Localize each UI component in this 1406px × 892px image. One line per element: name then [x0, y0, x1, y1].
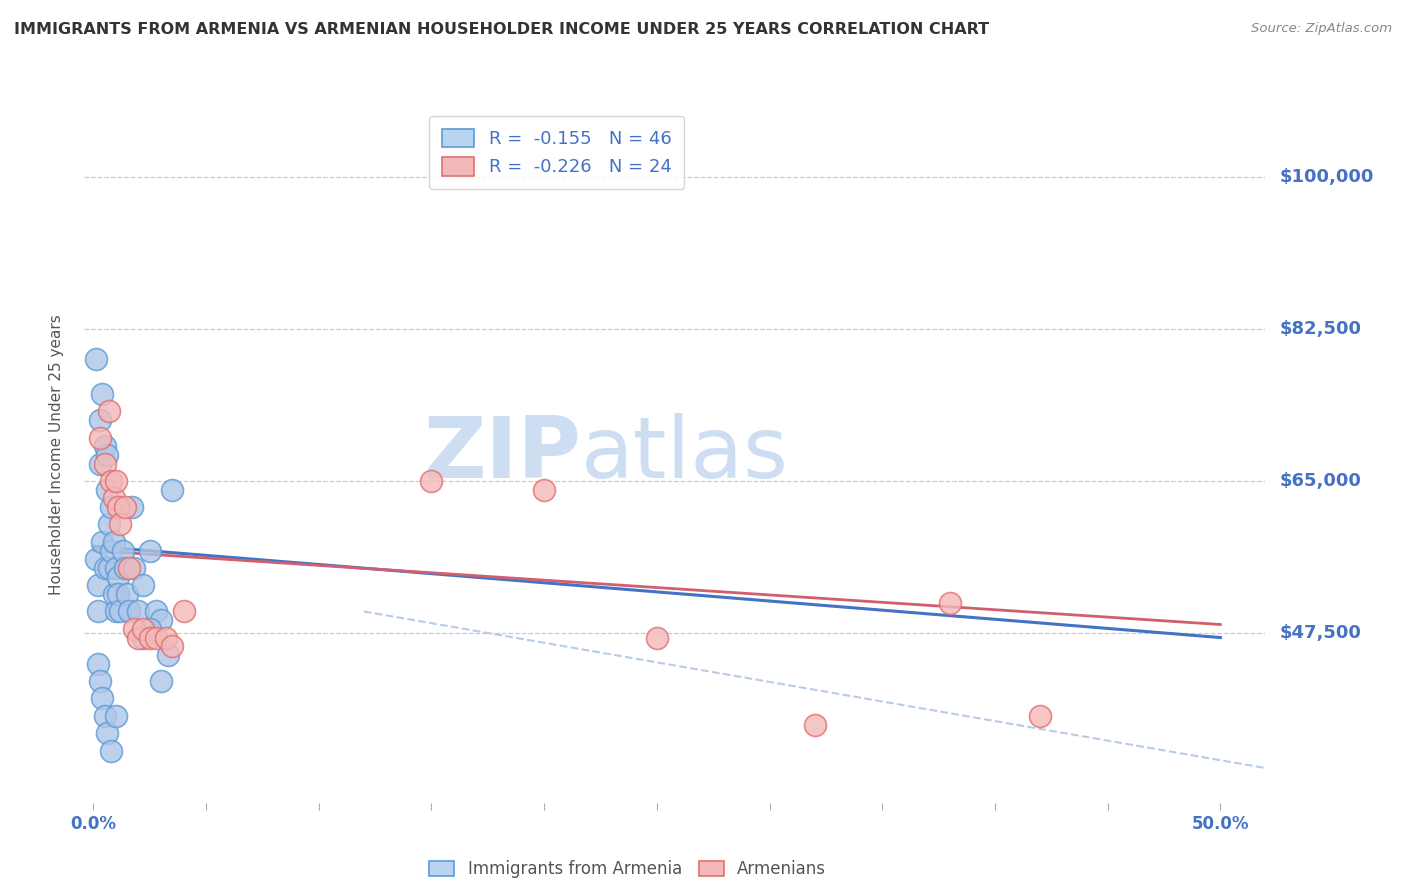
Point — [110, 517, 132, 532]
Point — [104, 474, 127, 488]
Y-axis label: Householder Income Under 25 years: Householder Income Under 25 years — [49, 315, 63, 595]
Point — [111, 543, 134, 558]
Point — [107, 570, 129, 584]
Point — [89, 431, 111, 445]
Point — [93, 708, 115, 723]
Point — [145, 605, 167, 619]
Point — [87, 578, 110, 592]
Point — [87, 657, 110, 671]
Point — [162, 639, 184, 653]
Point — [91, 387, 114, 401]
Point — [84, 352, 107, 367]
Point — [114, 500, 136, 515]
Legend: Immigrants from Armenia, Armenians: Immigrants from Armenia, Armenians — [423, 854, 832, 885]
Point — [93, 457, 115, 471]
Point — [98, 517, 121, 532]
Point — [138, 631, 160, 645]
Point — [110, 605, 132, 619]
Point — [107, 500, 129, 515]
Point — [127, 605, 149, 619]
Point — [87, 605, 110, 619]
Text: $100,000: $100,000 — [1279, 168, 1374, 186]
Point — [100, 500, 122, 515]
Point — [93, 439, 115, 453]
Point — [96, 726, 118, 740]
Point — [156, 648, 179, 662]
Point — [96, 448, 118, 462]
Point — [138, 543, 160, 558]
Point — [114, 561, 136, 575]
Point — [162, 483, 184, 497]
Point — [107, 587, 129, 601]
Point — [89, 674, 111, 689]
Text: $65,000: $65,000 — [1279, 472, 1361, 490]
Point — [91, 691, 114, 706]
Text: atlas: atlas — [581, 413, 789, 497]
Point — [89, 413, 111, 427]
Text: $47,500: $47,500 — [1279, 624, 1361, 642]
Point — [138, 622, 160, 636]
Point — [89, 457, 111, 471]
Point — [132, 578, 155, 592]
Text: $82,500: $82,500 — [1279, 320, 1361, 338]
Point — [122, 622, 145, 636]
Point — [1029, 708, 1052, 723]
Point — [533, 483, 555, 497]
Point — [803, 717, 825, 731]
Point — [939, 596, 962, 610]
Point — [145, 631, 167, 645]
Point — [93, 561, 115, 575]
Point — [118, 605, 141, 619]
Point — [100, 543, 122, 558]
Point — [103, 535, 125, 549]
Point — [115, 587, 138, 601]
Point — [173, 605, 195, 619]
Point — [98, 404, 121, 418]
Point — [104, 708, 127, 723]
Point — [103, 587, 125, 601]
Point — [121, 500, 143, 515]
Point — [100, 474, 122, 488]
Point — [84, 552, 107, 566]
Point — [118, 561, 141, 575]
Text: IMMIGRANTS FROM ARMENIA VS ARMENIAN HOUSEHOLDER INCOME UNDER 25 YEARS CORRELATIO: IMMIGRANTS FROM ARMENIA VS ARMENIAN HOUS… — [14, 22, 990, 37]
Point — [645, 631, 668, 645]
Point — [122, 561, 145, 575]
Point — [104, 605, 127, 619]
Text: Source: ZipAtlas.com: Source: ZipAtlas.com — [1251, 22, 1392, 36]
Point — [104, 561, 127, 575]
Point — [96, 483, 118, 497]
Text: ZIP: ZIP — [423, 413, 581, 497]
Point — [103, 491, 125, 506]
Point — [150, 613, 173, 627]
Point — [420, 474, 443, 488]
Point — [150, 674, 173, 689]
Point — [100, 744, 122, 758]
Point — [132, 631, 155, 645]
Point — [98, 561, 121, 575]
Point — [132, 622, 155, 636]
Point — [155, 631, 177, 645]
Point — [91, 535, 114, 549]
Point — [127, 631, 149, 645]
